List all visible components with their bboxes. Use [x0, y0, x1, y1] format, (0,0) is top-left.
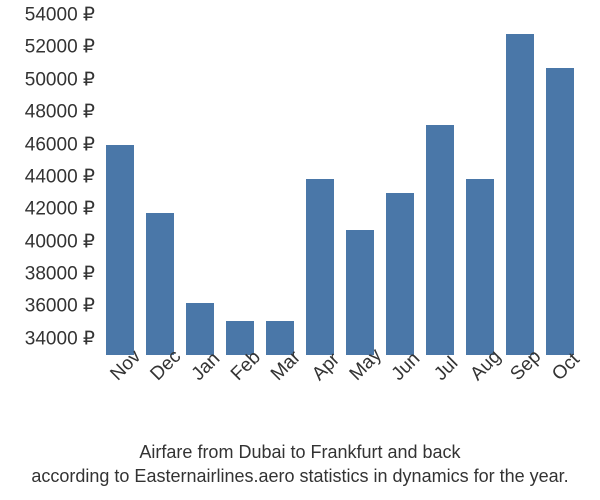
bar: [346, 230, 374, 355]
x-tick: Apr: [300, 360, 340, 430]
y-tick: 52000 ₽: [25, 36, 95, 59]
bar-slot: [260, 15, 300, 355]
bar: [506, 34, 534, 355]
chart-caption: Airfare from Dubai to Frankfurt and back…: [0, 441, 600, 488]
x-tick: Sep: [500, 360, 540, 430]
x-tick: Mar: [260, 360, 300, 430]
y-tick: 36000 ₽: [25, 295, 95, 318]
x-tick-label: Jul: [430, 353, 463, 386]
bar-slot: [380, 15, 420, 355]
bar: [306, 179, 334, 355]
bar: [426, 125, 454, 355]
y-tick: 40000 ₽: [25, 230, 95, 253]
bar: [186, 303, 214, 355]
bar: [546, 68, 574, 355]
y-tick: 44000 ₽: [25, 165, 95, 188]
bar-slot: [340, 15, 380, 355]
y-tick: 34000 ₽: [25, 327, 95, 350]
bar-slot: [500, 15, 540, 355]
bar-slot: [180, 15, 220, 355]
bar-slot: [460, 15, 500, 355]
x-tick: Jul: [420, 360, 460, 430]
y-axis: 34000 ₽ 36000 ₽ 38000 ₽ 40000 ₽ 42000 ₽ 44000…: [0, 15, 95, 355]
y-tick: 46000 ₽: [25, 133, 95, 156]
bar-slot: [100, 15, 140, 355]
y-tick: 50000 ₽: [25, 68, 95, 91]
y-tick: 48000 ₽: [25, 101, 95, 124]
caption-line-1: Airfare from Dubai to Frankfurt and back: [139, 442, 460, 462]
bar-slot: [220, 15, 260, 355]
bar: [466, 179, 494, 355]
bar: [146, 213, 174, 355]
y-tick: 42000 ₽: [25, 198, 95, 221]
bar: [386, 193, 414, 355]
y-tick: 38000 ₽: [25, 263, 95, 286]
x-axis: NovDecJanFebMarAprMayJunJulAugSepOct: [100, 360, 580, 430]
x-tick: Nov: [100, 360, 140, 430]
x-tick: Jun: [380, 360, 420, 430]
x-tick: May: [340, 360, 380, 430]
caption-line-2: according to Easternairlines.aero statis…: [31, 466, 568, 486]
plot-area: [100, 15, 580, 355]
bar-slot: [140, 15, 180, 355]
x-tick: Dec: [140, 360, 180, 430]
bar-slot: [300, 15, 340, 355]
airfare-chart: 34000 ₽ 36000 ₽ 38000 ₽ 40000 ₽ 42000 ₽ 44000…: [0, 0, 600, 500]
x-tick: Jan: [180, 360, 220, 430]
bar: [106, 145, 134, 355]
x-tick: Aug: [460, 360, 500, 430]
x-tick: Feb: [220, 360, 260, 430]
bars-container: [100, 15, 580, 355]
x-tick: Oct: [540, 360, 580, 430]
bar-slot: [540, 15, 580, 355]
bar-slot: [420, 15, 460, 355]
y-tick: 54000 ₽: [25, 4, 95, 27]
